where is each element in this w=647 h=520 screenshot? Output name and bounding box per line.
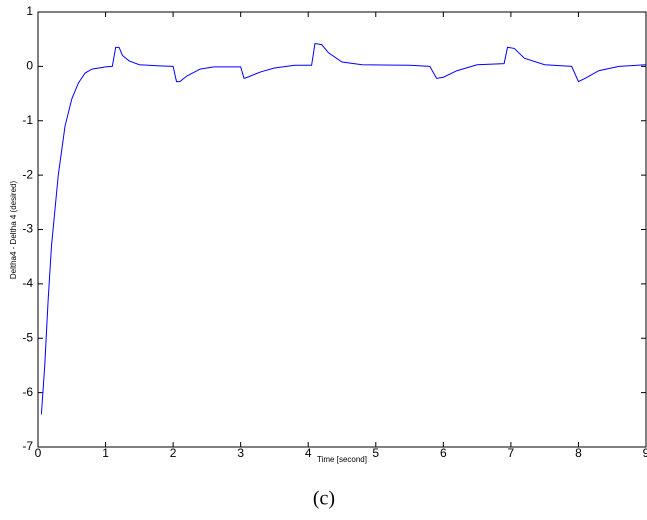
axes-box — [37, 11, 647, 448]
x-tick-label: 5 — [372, 446, 379, 460]
y-tick-label: -6 — [22, 385, 33, 399]
y-tick-label: -2 — [22, 167, 33, 181]
y-axis-label: Deltha4 - Deltha 4 (desired) — [9, 181, 18, 280]
x-tick-label: 3 — [237, 446, 244, 460]
x-tick-label: 2 — [170, 446, 177, 460]
x-tick-label: 0 — [35, 446, 42, 460]
y-tick-label: -1 — [22, 113, 33, 127]
y-tick-label: -5 — [22, 330, 33, 344]
y-tick-label: -4 — [22, 276, 33, 290]
x-tick-label: 8 — [575, 446, 582, 460]
x-tick-label: 9 — [643, 446, 647, 460]
y-tick-label: -3 — [22, 222, 33, 236]
y-tick-label: -7 — [22, 439, 33, 453]
line-series — [40, 42, 647, 415]
x-tick-label: 4 — [305, 446, 312, 460]
caption: (c) — [313, 488, 335, 510]
x-tick-label: 6 — [440, 446, 447, 460]
x-tick-label: 7 — [508, 446, 515, 460]
x-tick-label: 1 — [102, 446, 109, 460]
y-tick-label: 0 — [26, 59, 33, 73]
x-axis-label: Time [second] — [317, 455, 367, 464]
y-tick-label: 1 — [26, 4, 33, 18]
